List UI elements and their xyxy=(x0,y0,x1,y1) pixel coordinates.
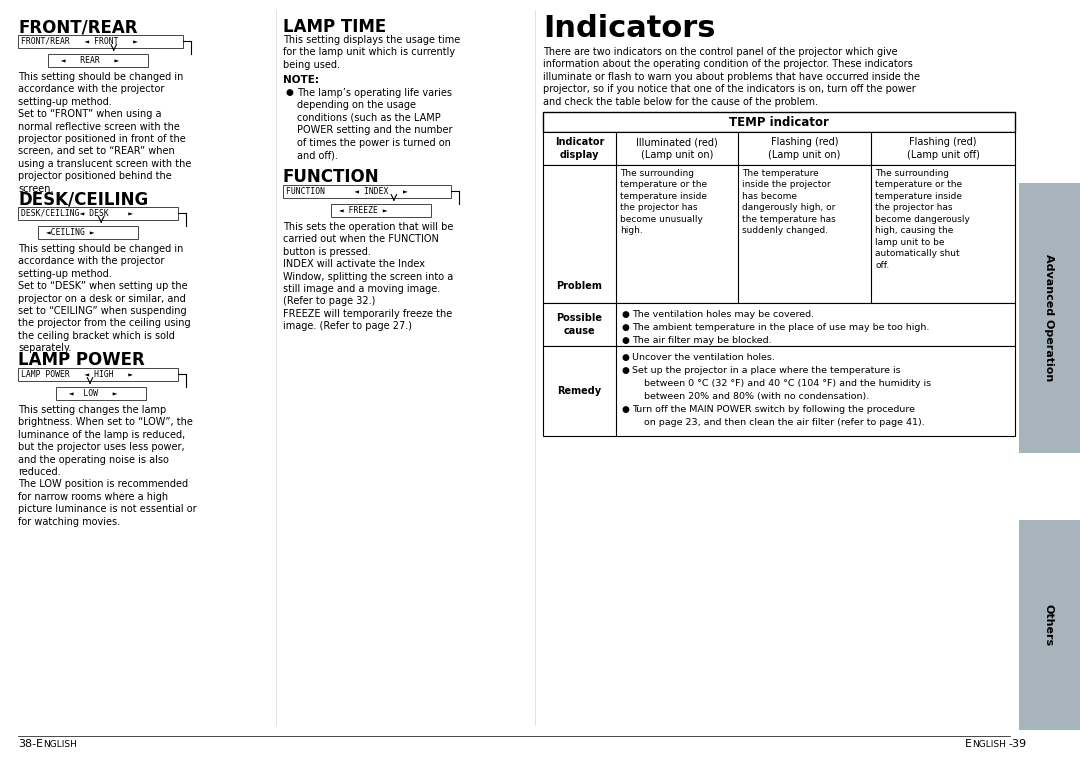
Text: The temperature
inside the projector
has become
dangerously high, or
the tempera: The temperature inside the projector has… xyxy=(742,169,836,235)
Bar xyxy=(330,204,431,217)
Bar xyxy=(543,346,1015,436)
Text: Flashing (red)
(Lamp unit on): Flashing (red) (Lamp unit on) xyxy=(768,137,840,159)
Text: Indicator
display: Indicator display xyxy=(555,137,604,159)
Text: NGLISH: NGLISH xyxy=(972,740,1005,749)
Text: ●: ● xyxy=(622,336,630,345)
Text: NOTE:: NOTE: xyxy=(283,75,319,85)
Text: ●: ● xyxy=(622,366,630,375)
Text: Turn off the MAIN POWER switch by following the procedure: Turn off the MAIN POWER switch by follow… xyxy=(632,405,915,414)
Text: Indicators: Indicators xyxy=(543,14,715,43)
Text: LAMP TIME: LAMP TIME xyxy=(283,18,387,36)
Bar xyxy=(18,368,178,381)
Text: E: E xyxy=(966,739,972,749)
Bar xyxy=(543,132,1015,165)
Text: between 20% and 80% (with no condensation).: between 20% and 80% (with no condensatio… xyxy=(632,392,869,401)
Bar xyxy=(18,35,183,48)
Text: 38-: 38- xyxy=(18,739,36,749)
Text: E: E xyxy=(36,739,43,749)
Text: ◄CEILING ►: ◄CEILING ► xyxy=(41,228,95,237)
Bar xyxy=(18,207,178,220)
Text: ●: ● xyxy=(622,405,630,414)
Text: LAMP POWER   ◄ HIGH   ►: LAMP POWER ◄ HIGH ► xyxy=(21,370,133,379)
Bar xyxy=(543,303,1015,346)
Text: ◄  LOW   ►: ◄ LOW ► xyxy=(59,389,118,398)
Text: ●: ● xyxy=(622,323,630,332)
Text: FUNCTION: FUNCTION xyxy=(283,168,380,186)
Bar xyxy=(1020,520,1080,730)
Text: ◄ FREEZE ►: ◄ FREEZE ► xyxy=(334,206,388,215)
Text: This setting should be changed in
accordance with the projector
setting-up metho: This setting should be changed in accord… xyxy=(18,244,191,353)
Text: on page 23, and then clean the air filter (refer to page 41).: on page 23, and then clean the air filte… xyxy=(632,418,924,427)
Text: The air filter may be blocked.: The air filter may be blocked. xyxy=(632,336,771,345)
Text: The surrounding
temperature or the
temperature inside
the projector has
become u: The surrounding temperature or the tempe… xyxy=(620,169,707,235)
Text: This setting displays the usage time
for the lamp unit which is currently
being : This setting displays the usage time for… xyxy=(283,35,460,69)
Text: Remedy: Remedy xyxy=(557,386,602,396)
Text: ◄   REAR   ►: ◄ REAR ► xyxy=(51,56,119,65)
Text: FUNCTION      ◄ INDEX   ►: FUNCTION ◄ INDEX ► xyxy=(286,187,408,196)
Text: LAMP POWER: LAMP POWER xyxy=(18,351,145,369)
Text: There are two indicators on the control panel of the projector which give
inform: There are two indicators on the control … xyxy=(543,47,920,107)
Text: DESK/CEILING◄ DESK    ►: DESK/CEILING◄ DESK ► xyxy=(21,209,133,218)
Text: ●: ● xyxy=(285,88,293,97)
Text: The ventilation holes may be covered.: The ventilation holes may be covered. xyxy=(632,310,814,319)
Bar xyxy=(283,185,451,198)
Text: Flashing (red)
(Lamp unit off): Flashing (red) (Lamp unit off) xyxy=(906,137,980,159)
Text: TEMP indicator: TEMP indicator xyxy=(729,115,829,128)
Text: -39: -39 xyxy=(1008,739,1026,749)
Text: DESK/CEILING: DESK/CEILING xyxy=(18,190,148,208)
Text: Uncover the ventilation holes.: Uncover the ventilation holes. xyxy=(632,353,774,362)
Text: NGLISH: NGLISH xyxy=(43,740,77,749)
Bar xyxy=(48,54,148,67)
Text: FRONT/REAR: FRONT/REAR xyxy=(18,18,137,36)
Text: FRONT/REAR   ◄ FRONT   ►: FRONT/REAR ◄ FRONT ► xyxy=(21,37,138,46)
Text: This sets the operation that will be
carried out when the FUNCTION
button is pre: This sets the operation that will be car… xyxy=(283,222,454,331)
Bar xyxy=(1020,183,1080,453)
Text: between 0 °C (32 °F) and 40 °C (104 °F) and the humidity is: between 0 °C (32 °F) and 40 °C (104 °F) … xyxy=(632,379,931,388)
Text: Problem: Problem xyxy=(556,281,603,291)
Text: The lamp’s operating life varies
depending on the usage
conditions (such as the : The lamp’s operating life varies dependi… xyxy=(297,88,453,160)
Text: This setting changes the lamp
brightness. When set to “LOW”, the
luminance of th: This setting changes the lamp brightness… xyxy=(18,405,197,526)
Text: Possible
cause: Possible cause xyxy=(556,314,603,336)
Text: The ambient temperature in the place of use may be too high.: The ambient temperature in the place of … xyxy=(632,323,930,332)
Bar xyxy=(38,226,138,239)
Text: ●: ● xyxy=(622,353,630,362)
Bar xyxy=(56,387,146,400)
Text: Illuminated (red)
(Lamp unit on): Illuminated (red) (Lamp unit on) xyxy=(636,137,718,159)
Text: The surrounding
temperature or the
temperature inside
the projector has
become d: The surrounding temperature or the tempe… xyxy=(875,169,970,269)
Text: Set up the projector in a place where the temperature is: Set up the projector in a place where th… xyxy=(632,366,901,375)
Text: ●: ● xyxy=(622,310,630,319)
Text: Others: Others xyxy=(1044,604,1054,646)
Text: Advanced Operation: Advanced Operation xyxy=(1044,254,1054,382)
Bar xyxy=(543,165,1015,303)
Text: This setting should be changed in
accordance with the projector
setting-up metho: This setting should be changed in accord… xyxy=(18,72,191,194)
Bar xyxy=(543,112,1015,132)
